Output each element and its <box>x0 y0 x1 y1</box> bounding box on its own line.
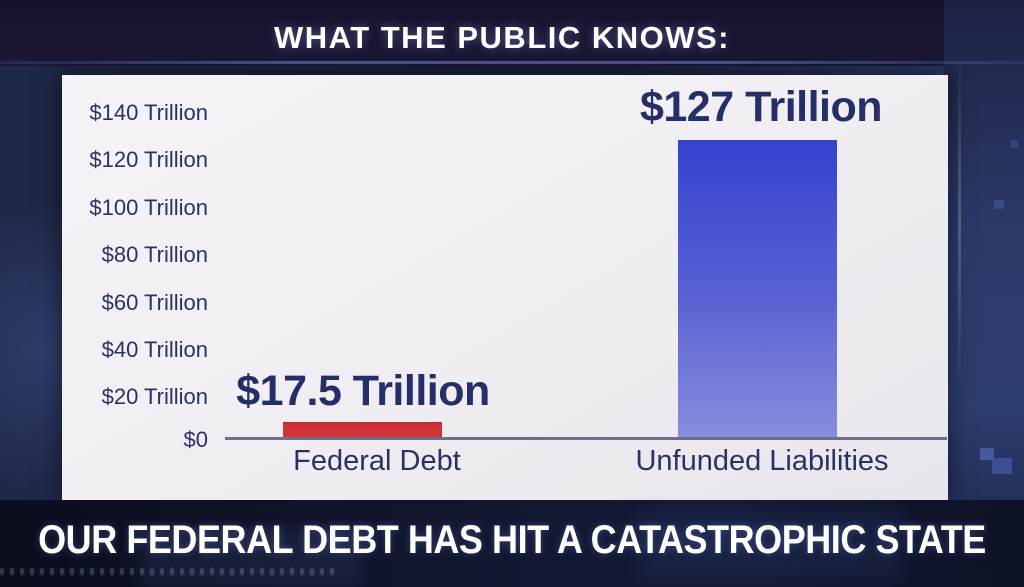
background-top-band <box>0 0 1024 66</box>
pixel-artifact <box>992 458 1012 474</box>
pixel-artifact <box>980 448 994 460</box>
pixel-artifact <box>1010 140 1018 148</box>
chart-panel: $140 Trillion $120 Trillion $100 Trillio… <box>62 75 948 500</box>
y-axis-tick: $40 Trillion <box>101 337 208 362</box>
y-axis-tick: $100 Trillion <box>89 195 208 220</box>
y-axis-tick: $140 Trillion <box>89 100 208 125</box>
bar-federal-debt <box>283 422 442 437</box>
y-axis-tick: $120 Trillion <box>89 147 208 172</box>
y-axis-tick: $80 Trillion <box>101 242 208 267</box>
blurred-backdrop-block <box>140 528 360 587</box>
light-streak <box>958 50 961 390</box>
title-divider <box>0 61 1024 64</box>
pixel-artifact <box>994 200 1004 209</box>
lower-third-caption: OUR FEDERAL DEBT HAS HIT A CATASTROPHIC … <box>38 518 986 562</box>
y-axis-tick: $20 Trillion <box>101 384 208 409</box>
background-bottom-band <box>0 500 1024 587</box>
filmstrip-texture <box>0 568 340 575</box>
y-axis-tick: $0 <box>183 427 208 452</box>
value-label-federal-debt: $17.5 Trillion <box>236 367 490 415</box>
chart-title: WHAT THE PUBLIC KNOWS: <box>273 20 731 55</box>
category-label-federal-debt: Federal Debt <box>293 445 461 477</box>
background-right-texture <box>944 0 1024 587</box>
category-label-unfunded-liabilities: Unfunded Liabilities <box>635 445 889 477</box>
y-axis-tick: $60 Trillion <box>101 290 208 315</box>
x-axis-line <box>225 437 947 440</box>
value-label-unfunded-liabilities: $127 Trillion <box>639 83 883 131</box>
bar-unfunded-liabilities <box>678 140 837 437</box>
blurred-backdrop-block <box>640 510 900 580</box>
